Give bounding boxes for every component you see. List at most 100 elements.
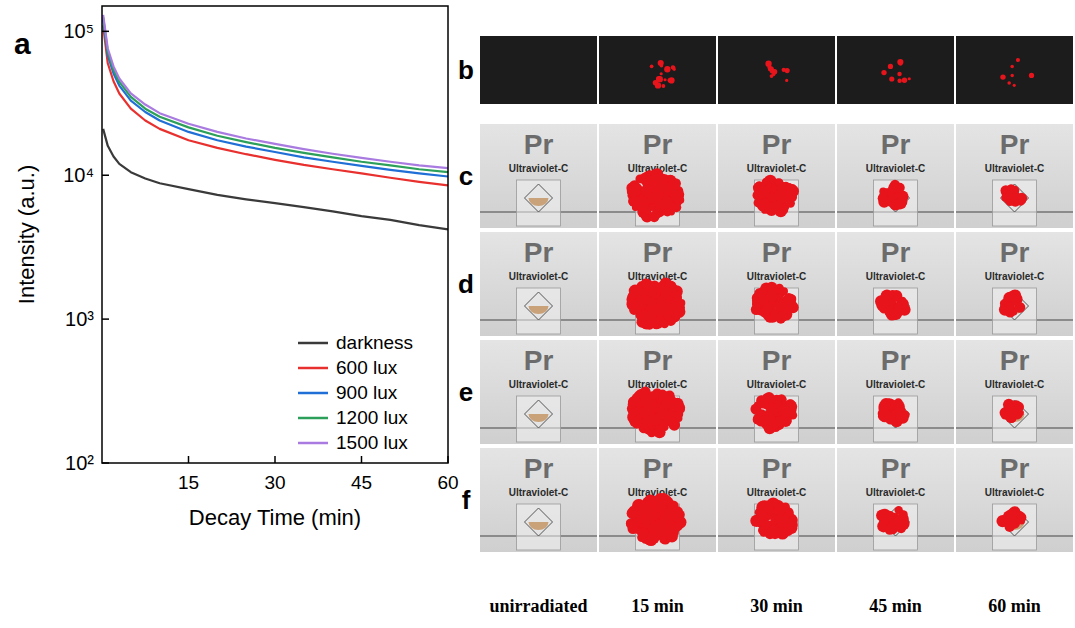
red-spot — [1010, 65, 1014, 69]
photo-text: Pr — [643, 345, 673, 376]
figure: a1530456010²10³10⁴10⁵Decay Time (min)Int… — [0, 0, 1075, 628]
photo-bg — [599, 340, 716, 444]
x-tick-label: 30 — [264, 472, 285, 493]
red-spot — [782, 68, 786, 72]
column-label: unirradiated — [489, 596, 587, 616]
photo-cell: PrUltraviolet-C — [599, 124, 716, 228]
photo-bg — [837, 448, 954, 552]
red-spot — [629, 416, 638, 425]
red-spot — [664, 515, 671, 522]
photo-cell: PrUltraviolet-C — [837, 232, 954, 336]
x-tick-label: 15 — [178, 472, 199, 493]
red-spot — [649, 173, 659, 183]
red-spot — [660, 72, 663, 75]
photo-cell — [837, 36, 954, 104]
panel-label: d — [458, 269, 474, 299]
sample-diamond — [1001, 292, 1029, 320]
photo-cell: PrUltraviolet-C — [837, 340, 954, 444]
legend-swatch — [298, 392, 328, 395]
red-spot — [670, 301, 682, 313]
red-spot — [774, 314, 781, 321]
red-spot — [659, 183, 669, 193]
red-spot — [657, 501, 667, 511]
series-group — [103, 15, 448, 229]
sample-holder — [993, 504, 1037, 550]
y-tick-label: 10⁵ — [63, 20, 94, 42]
sample-diamond — [525, 400, 553, 428]
red-spot — [766, 290, 778, 302]
photo-bg — [956, 36, 1073, 104]
red-spot — [642, 319, 651, 328]
red-spot — [668, 78, 673, 83]
photo-cell: PrUltraviolet-C — [956, 124, 1073, 228]
red-spot — [650, 523, 658, 531]
red-spot — [637, 504, 649, 516]
red-spot — [759, 294, 766, 301]
red-spot — [768, 406, 775, 413]
photo-cell: PrUltraviolet-C — [480, 124, 597, 228]
photo-cell: PrUltraviolet-C — [599, 448, 716, 552]
sample-diamond — [525, 508, 553, 536]
photo-cell — [956, 36, 1073, 104]
red-spot — [1000, 74, 1005, 79]
photo-cell: PrUltraviolet-C — [718, 340, 835, 444]
photo-cell — [480, 36, 597, 104]
panel-label: b — [458, 55, 474, 85]
red-spot — [671, 65, 675, 69]
photo-bg — [599, 448, 716, 552]
red-spot — [664, 66, 670, 72]
red-spot — [777, 515, 790, 528]
x-tick — [447, 456, 449, 463]
red-spot — [660, 64, 664, 68]
photo-text: Ultraviolet-C — [509, 379, 568, 390]
photo-text: Ultraviolet-C — [985, 487, 1044, 498]
red-spot — [1006, 190, 1015, 199]
photo-bg — [480, 232, 597, 336]
photo-text: Pr — [762, 345, 792, 376]
red-spot — [663, 312, 671, 320]
red-spot — [1012, 298, 1020, 306]
y-tick — [102, 318, 109, 320]
red-spot — [897, 72, 901, 76]
red-spot — [889, 76, 894, 81]
photo-bg — [718, 448, 835, 552]
x-axis-title: Decay Time (min) — [189, 505, 361, 530]
red-spot — [894, 398, 903, 407]
red-spot — [669, 522, 680, 533]
panel-label: a — [14, 27, 31, 60]
red-spot — [773, 395, 782, 404]
red-spot — [896, 412, 906, 422]
red-spot — [897, 78, 901, 82]
photo-cell: PrUltraviolet-C — [718, 124, 835, 228]
photo-bg — [599, 232, 716, 336]
red-spot — [650, 64, 654, 68]
red-spot — [770, 74, 774, 78]
sample-holder — [517, 504, 561, 550]
photo-bg — [480, 340, 597, 444]
photo-text: Pr — [881, 345, 911, 376]
red-spot — [653, 283, 660, 290]
red-spot — [882, 402, 890, 410]
red-spot — [652, 208, 663, 219]
photo-cell: PrUltraviolet-C — [956, 232, 1073, 336]
photo-cell: PrUltraviolet-C — [718, 448, 835, 552]
photo-bg — [956, 448, 1073, 552]
column-label: 30 min — [750, 596, 803, 616]
photo-text: Pr — [1000, 345, 1030, 376]
column-label: 60 min — [988, 596, 1041, 616]
red-spot — [676, 415, 683, 422]
red-spot — [785, 418, 792, 425]
y-tick-label: 10² — [65, 452, 94, 474]
photo-cell: PrUltraviolet-C — [480, 232, 597, 336]
red-spot — [786, 402, 792, 408]
photo-text: Ultraviolet-C — [747, 487, 806, 498]
red-spot — [778, 508, 784, 514]
sample-holder — [755, 288, 799, 334]
photo-text: Pr — [1000, 453, 1030, 484]
red-spot — [632, 396, 641, 405]
red-spot — [663, 78, 666, 81]
panel-label: c — [459, 161, 473, 191]
red-spot — [646, 297, 656, 307]
legend-swatch — [298, 342, 328, 345]
red-spot — [754, 401, 762, 409]
